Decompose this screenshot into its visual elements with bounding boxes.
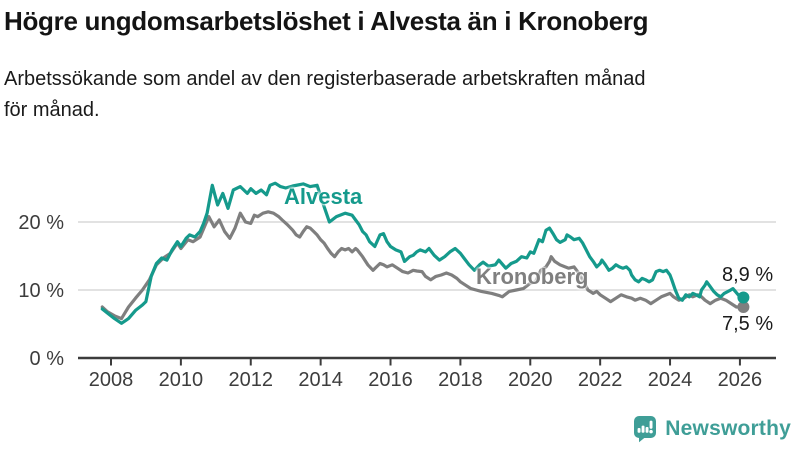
chart-subtitle: Arbetssökande som andel av den registerb… bbox=[4, 64, 784, 126]
x-tick-label: 2026 bbox=[718, 369, 763, 391]
alvesta-line bbox=[100, 181, 745, 325]
newsworthy-logo: Newsworthy bbox=[633, 415, 791, 443]
kronoberg-end-dot bbox=[737, 301, 750, 313]
y-tick-label: 20 % bbox=[18, 212, 64, 234]
y-tick-label: 0 % bbox=[30, 348, 65, 370]
alvesta-series-label: Alvesta bbox=[284, 184, 363, 209]
x-tick-label: 2014 bbox=[298, 369, 343, 391]
alvesta-end-dot bbox=[737, 291, 750, 304]
y-tick-label: 10 % bbox=[18, 280, 64, 302]
x-tick-label: 2024 bbox=[648, 369, 693, 391]
x-tick-label: 2012 bbox=[229, 369, 274, 391]
x-tick-label: 2016 bbox=[368, 369, 413, 391]
chart-subtitle-line-1: Arbetssökande som andel av den registerb… bbox=[4, 68, 646, 90]
x-tick-label: 2022 bbox=[578, 369, 623, 391]
page-title: Högre ungdomsarbetslöshet i Alvesta än i… bbox=[4, 6, 649, 36]
kronoberg-end-value-label: 7,5 % bbox=[722, 313, 774, 335]
x-tick-label: 2018 bbox=[438, 369, 483, 391]
kronoberg-series-label: Kronoberg bbox=[476, 264, 589, 289]
x-tick-label: 2008 bbox=[89, 369, 134, 391]
x-tick-label: 2020 bbox=[508, 369, 553, 391]
bar-chart-speech-bubble-icon bbox=[634, 416, 657, 443]
brand-name: Newsworthy bbox=[665, 417, 791, 440]
kronoberg-line bbox=[100, 210, 745, 321]
alvesta-end-value-label: 8,9 % bbox=[722, 264, 774, 286]
chart-subtitle-line-2: för månad. bbox=[4, 99, 100, 121]
x-tick-label: 2010 bbox=[159, 369, 204, 391]
